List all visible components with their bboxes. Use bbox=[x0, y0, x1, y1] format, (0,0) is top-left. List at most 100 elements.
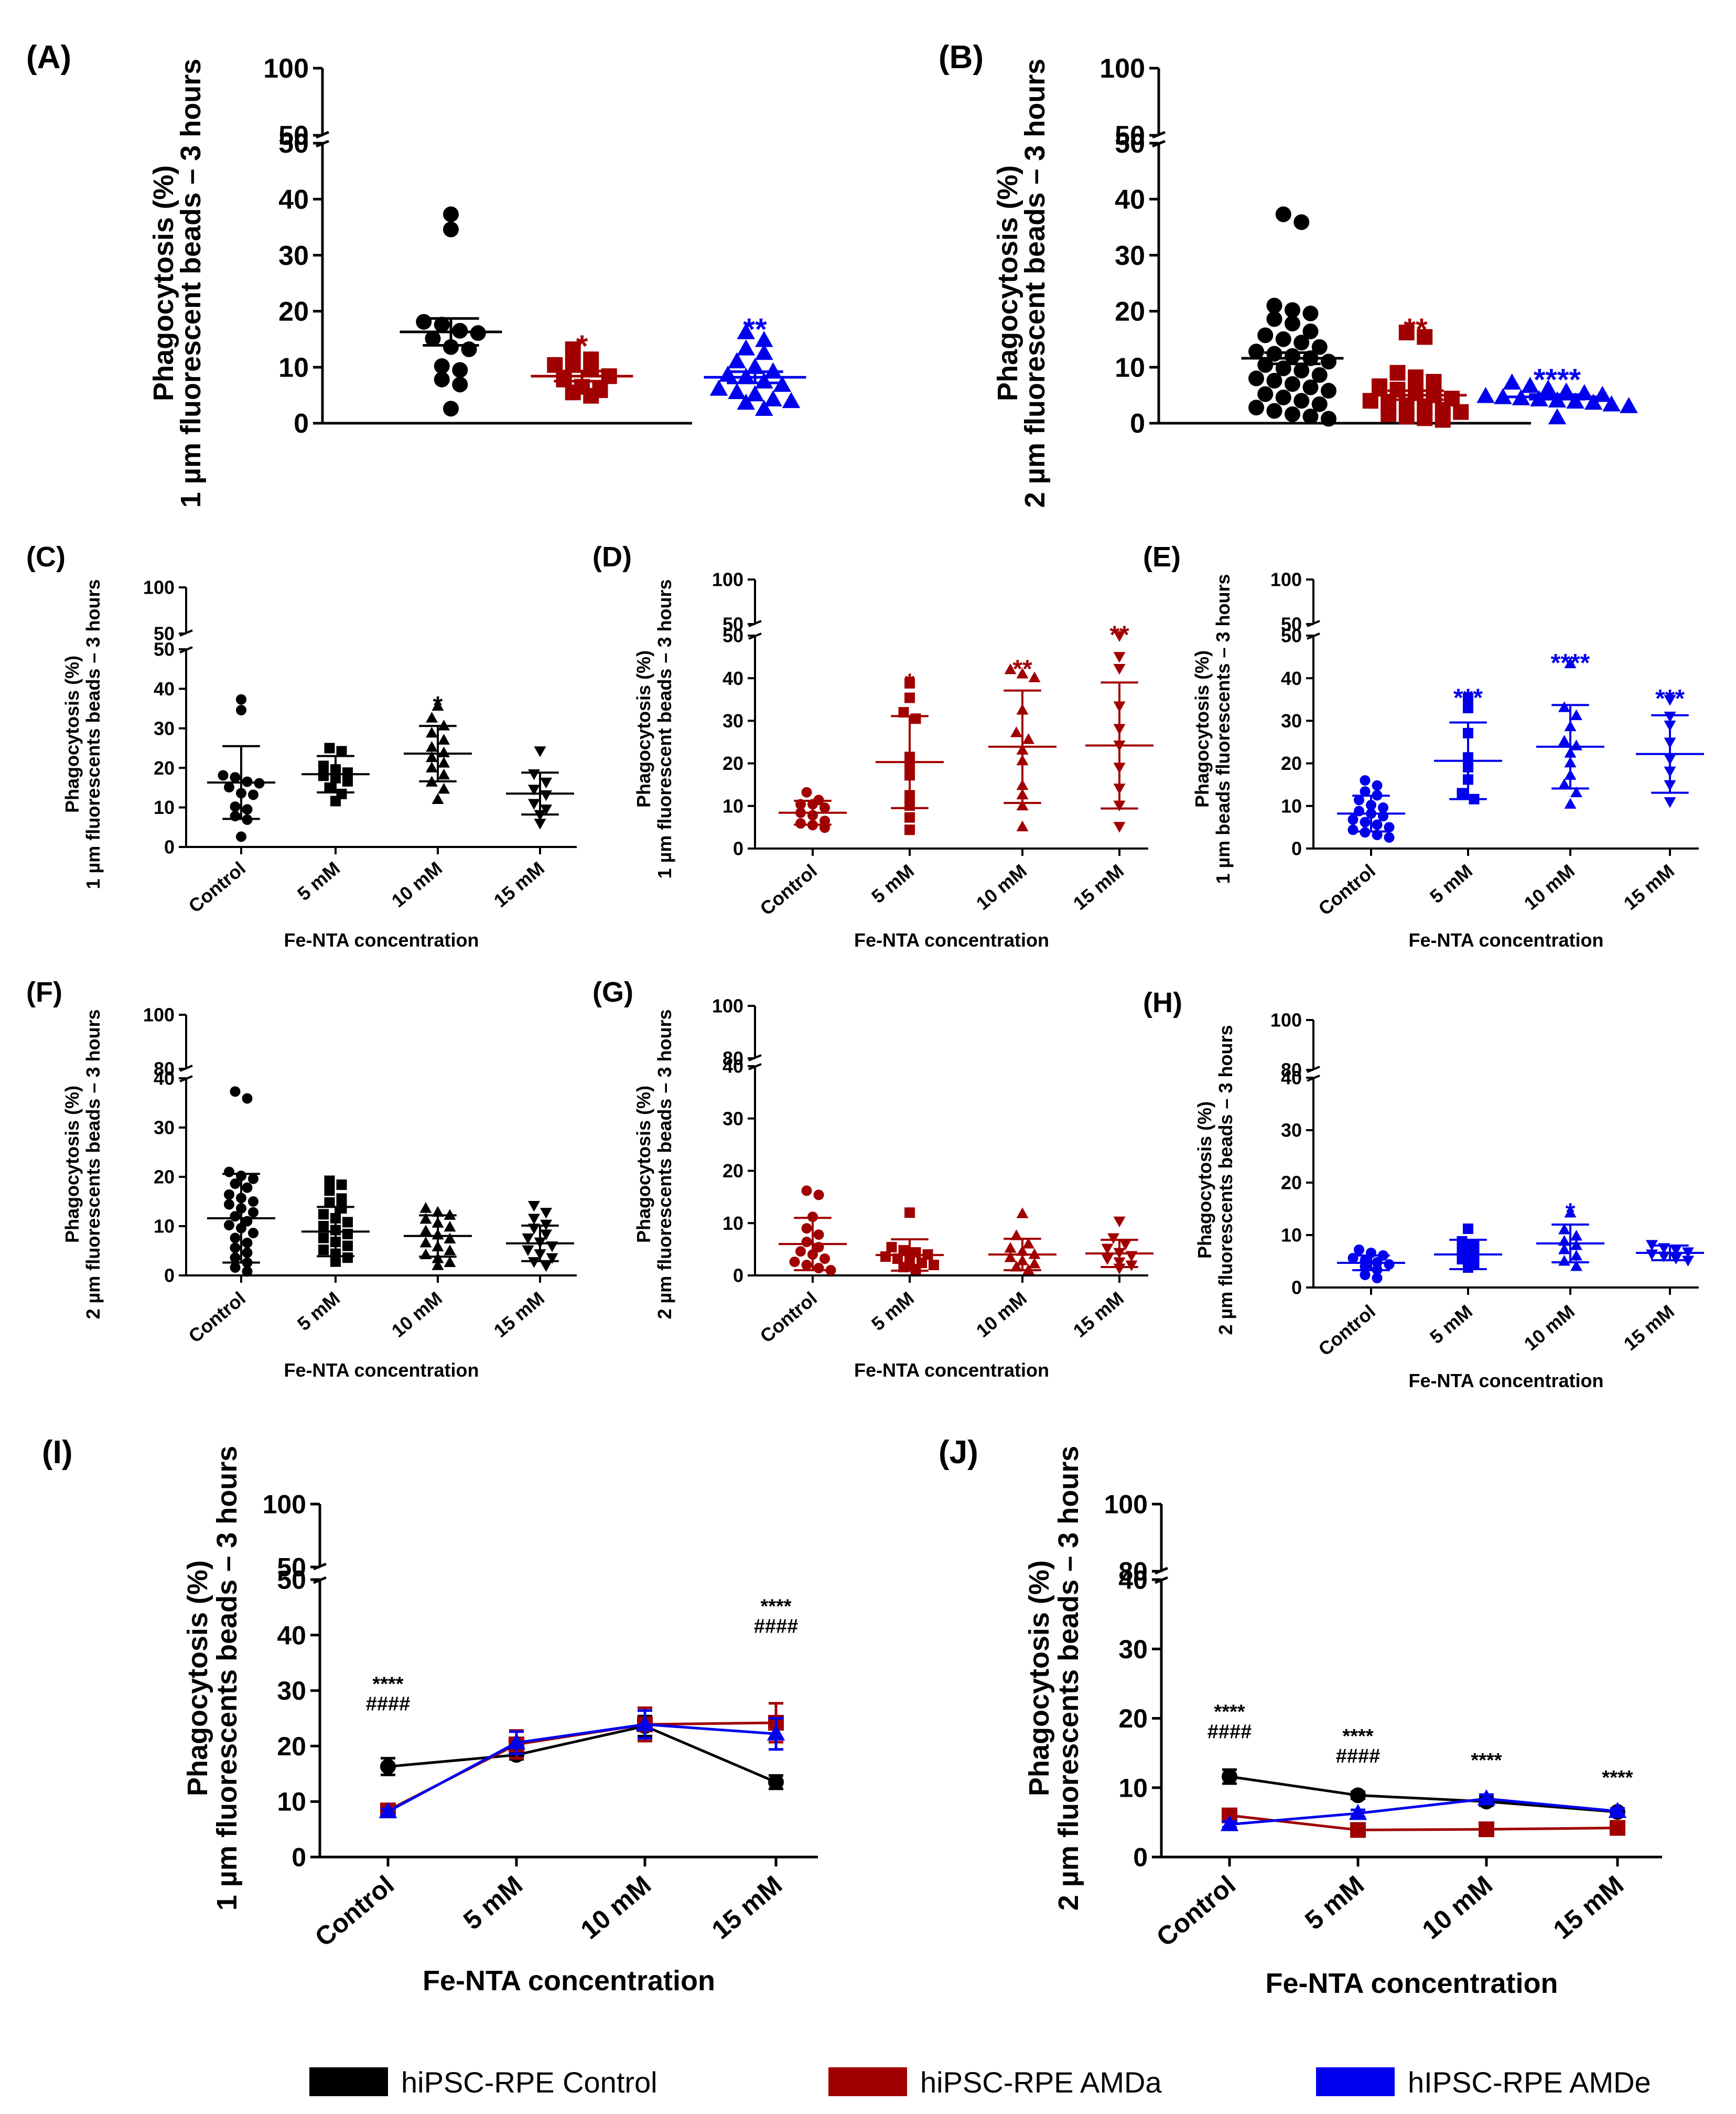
x-tick-label: Control bbox=[1314, 860, 1379, 920]
data-point bbox=[324, 782, 335, 793]
x-tick-label: Control bbox=[185, 857, 250, 917]
y-tick-label: 20 bbox=[1118, 1704, 1148, 1733]
data-group bbox=[301, 1175, 370, 1267]
x-tick-label: 10 mM bbox=[1417, 1870, 1498, 1945]
data-point bbox=[1570, 739, 1582, 750]
data-point bbox=[1293, 393, 1310, 409]
data-point bbox=[342, 776, 353, 787]
y-axis-label-line: 1 µm fluorescents beads – 3 hours bbox=[82, 580, 104, 889]
data-point bbox=[1016, 799, 1029, 811]
data-point bbox=[1347, 824, 1358, 835]
data-point bbox=[1302, 409, 1319, 425]
series-control bbox=[1222, 1768, 1625, 1820]
data-point bbox=[1275, 389, 1291, 405]
data-point bbox=[1372, 1273, 1383, 1283]
data-point bbox=[1539, 379, 1557, 396]
data-point bbox=[801, 1260, 812, 1271]
data-group bbox=[301, 743, 370, 807]
data-point bbox=[1670, 1245, 1682, 1256]
y-axis-label-line: 2 µm fluorescents beads – 3 hours bbox=[1053, 1446, 1084, 1911]
data-point bbox=[1010, 726, 1022, 737]
y-tick-label: 40 bbox=[277, 1621, 306, 1650]
significance-annotation: **** bbox=[372, 1673, 403, 1696]
x-tick-label: 15 mM bbox=[490, 857, 548, 911]
y-axis-label-line: Phagocytosis (%) bbox=[633, 650, 654, 808]
y-tick-label: 40 bbox=[723, 1056, 743, 1077]
y-axis-label-line: Phagocytosis (%) bbox=[633, 1086, 654, 1243]
y-tick-label: 100 bbox=[1104, 1490, 1148, 1519]
y-axis-label-line: Phagocytosis (%) bbox=[148, 165, 179, 401]
data-point bbox=[426, 741, 438, 752]
data-point bbox=[434, 317, 450, 333]
data-point bbox=[1564, 1207, 1577, 1218]
data-point bbox=[1360, 775, 1371, 786]
y-axis-label-line: 2 µm fluorescent beads – 3 hours bbox=[1019, 59, 1051, 508]
y-axis-label-line: Phagocytosis (%) bbox=[61, 1086, 83, 1243]
data-group bbox=[404, 1202, 472, 1270]
data-point bbox=[1004, 663, 1017, 674]
y-tick-label: 0 bbox=[1291, 1277, 1302, 1299]
significance-annotation: #### bbox=[1207, 1721, 1252, 1743]
x-tick-label: 10 mM bbox=[972, 860, 1031, 914]
data-point bbox=[461, 341, 477, 358]
data-point bbox=[929, 1260, 939, 1271]
x-tick-label: 15 mM bbox=[706, 1870, 788, 1945]
data-point bbox=[789, 1257, 800, 1268]
panel-H: (H) 80 100 0 10 20 30 40 Phagocytosis (%) 2 µm fl… bbox=[1143, 987, 1704, 1391]
panel-label: (B) bbox=[939, 39, 984, 76]
data-point bbox=[242, 804, 253, 815]
data-point bbox=[1275, 331, 1291, 347]
data-point bbox=[540, 804, 552, 815]
data-point bbox=[318, 1221, 329, 1231]
y-tick-label: 80 bbox=[154, 1058, 175, 1080]
data-point bbox=[1248, 370, 1264, 387]
x-tick-label: 15 mM bbox=[1069, 860, 1128, 914]
data-point bbox=[746, 358, 764, 374]
data-point bbox=[1293, 335, 1310, 351]
data-point bbox=[224, 1166, 234, 1177]
x-axis-label: Fe-NTA concentration bbox=[1408, 929, 1603, 951]
data-point bbox=[248, 1207, 258, 1218]
y-tick-label: 10 bbox=[278, 352, 309, 383]
y-axis-label: Phagocytosis (%)2 µm fluorescents beads … bbox=[1194, 1025, 1236, 1335]
data-point bbox=[1435, 412, 1451, 428]
series-amde bbox=[379, 1709, 785, 1818]
data-point bbox=[1558, 1255, 1570, 1266]
data-point bbox=[1457, 1236, 1468, 1247]
data-point bbox=[1372, 819, 1383, 830]
y-axis-label: Phagocytosis (%)1 µm fluorescent beads –… bbox=[148, 59, 207, 508]
data-point bbox=[764, 390, 782, 406]
data-point bbox=[443, 221, 459, 238]
panel-label: (H) bbox=[1143, 987, 1182, 1018]
y-tick-label: 100 bbox=[263, 53, 309, 84]
data-point bbox=[1463, 693, 1473, 704]
significance-annotation: **** bbox=[760, 1595, 791, 1617]
y-tick-label: 20 bbox=[723, 753, 743, 774]
data-point bbox=[318, 1209, 329, 1220]
y-axis-label-line: 2 µm fluorescents beads – 3 hours bbox=[1215, 1025, 1236, 1335]
data-point bbox=[1125, 1260, 1138, 1272]
data-point bbox=[737, 393, 755, 410]
data-group: * bbox=[404, 692, 472, 804]
x-axis-label: Fe-NTA concentration bbox=[423, 1965, 715, 1997]
data-point bbox=[1347, 814, 1358, 825]
data-group bbox=[207, 694, 275, 842]
data-point bbox=[336, 1203, 347, 1214]
data-point bbox=[1384, 1259, 1395, 1270]
data-point bbox=[444, 1232, 456, 1243]
y-tick-label: 40 bbox=[154, 678, 175, 700]
data-point bbox=[324, 1175, 335, 1186]
y-axis-label: Phagocytosis (%)1 µm fluorescents beads … bbox=[182, 1446, 243, 1911]
panel-A: (A) 50 100 0 10 20 30 40 50 Phagocytosis (%)1 µm … bbox=[26, 39, 806, 508]
y-tick-label: 50 bbox=[1115, 121, 1145, 151]
y-tick-label: 50 bbox=[154, 639, 175, 660]
data-group: ** bbox=[1085, 621, 1153, 833]
data-point bbox=[1646, 1249, 1658, 1260]
data-point bbox=[1558, 778, 1570, 789]
data-point bbox=[1028, 671, 1041, 682]
data-group: **** bbox=[1536, 649, 1604, 809]
y-tick-label: 50 bbox=[1281, 614, 1302, 635]
data-point bbox=[1564, 657, 1577, 669]
x-tick-label: Control bbox=[185, 1287, 250, 1347]
data-group: * bbox=[1536, 1198, 1604, 1271]
